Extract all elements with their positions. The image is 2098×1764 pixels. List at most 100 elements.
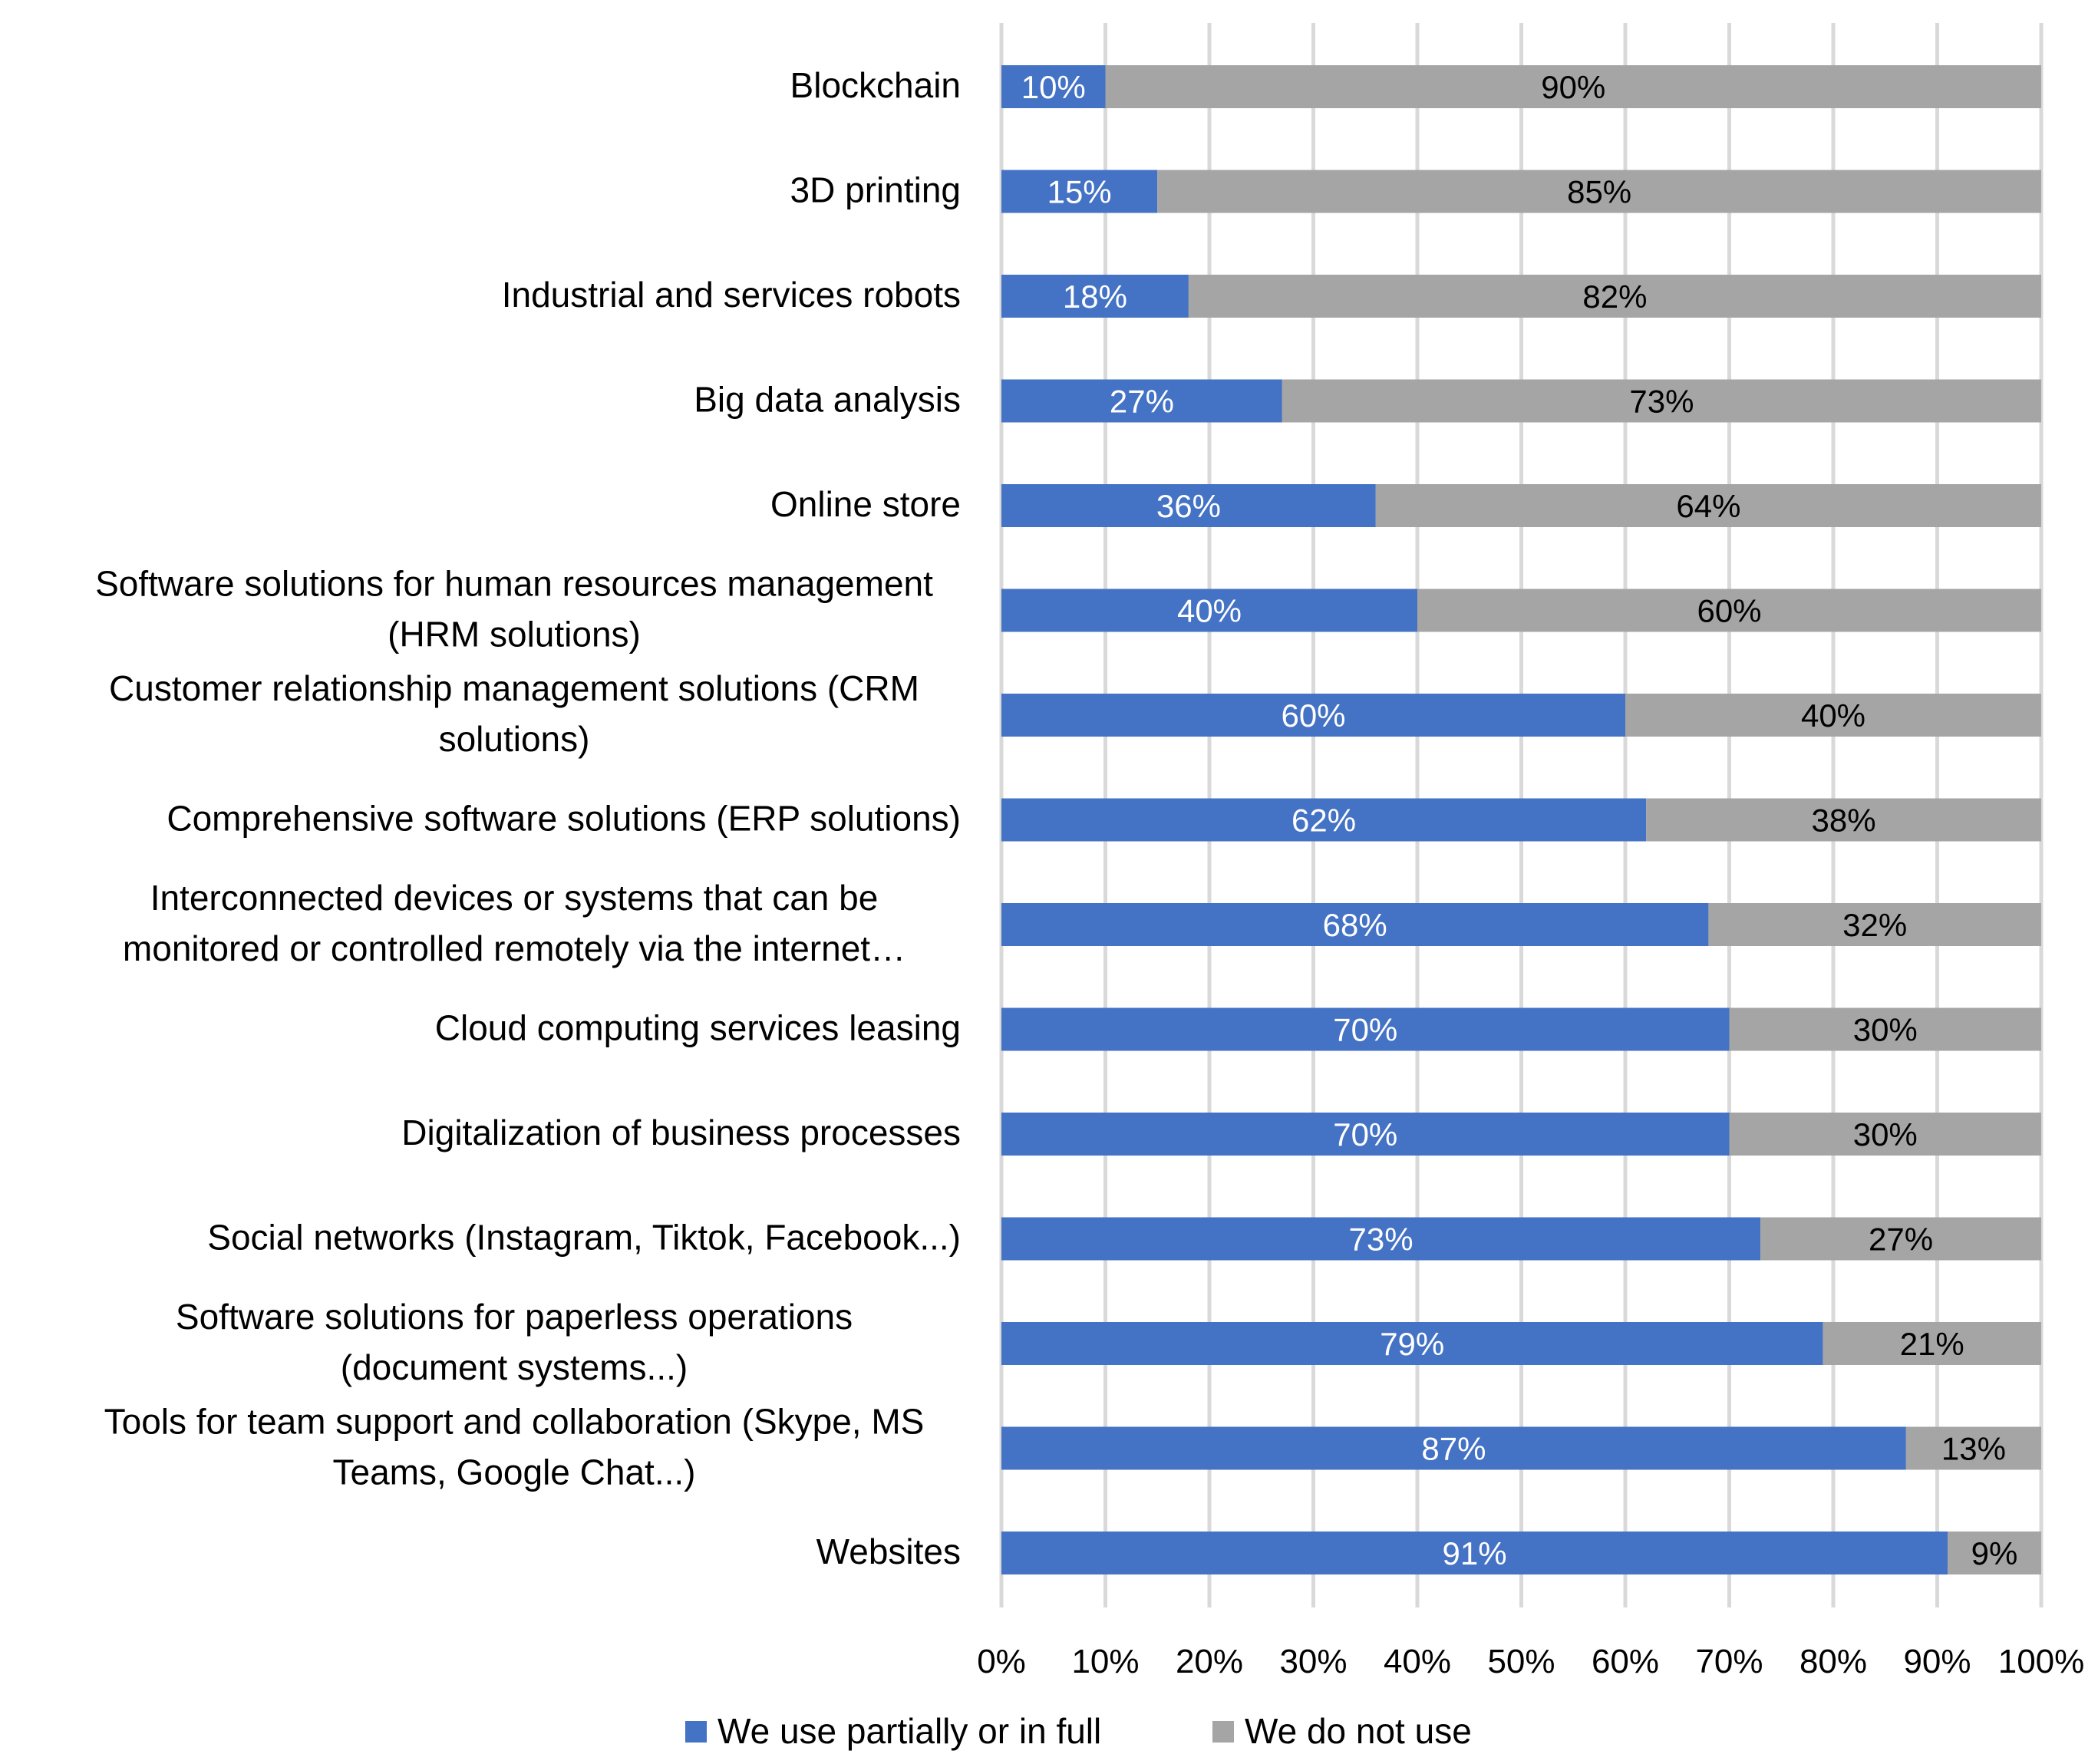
bar-used bbox=[1001, 1113, 1730, 1156]
bar-used bbox=[1001, 65, 1106, 108]
x-tick-label: 80% bbox=[1799, 1643, 1867, 1680]
data-label-used: 60% bbox=[1281, 697, 1345, 734]
bar-used bbox=[1001, 589, 1417, 632]
category-label: Blockchain bbox=[790, 65, 961, 105]
data-label-used: 79% bbox=[1380, 1326, 1444, 1362]
bar-used bbox=[1001, 1532, 1948, 1574]
bar-used bbox=[1001, 170, 1158, 213]
bar-not-used bbox=[1188, 275, 2041, 318]
category-label: Big data analysis bbox=[694, 380, 961, 420]
category-label: (document systems...) bbox=[341, 1347, 688, 1387]
legend-swatch-used bbox=[685, 1721, 707, 1743]
category-labels: Blockchain 3D printing Industrial and serv… bbox=[95, 65, 961, 1571]
category-label: Tools for team support and collaboration… bbox=[104, 1402, 925, 1442]
x-tick-label: 90% bbox=[1903, 1643, 1971, 1680]
bar-used bbox=[1001, 1007, 1730, 1051]
data-label-not-used: 30% bbox=[1853, 1012, 1918, 1048]
category-label: Comprehensive software solutions (ERP so… bbox=[167, 799, 961, 839]
bar-used bbox=[1001, 1322, 1823, 1365]
bar-not-used bbox=[1905, 1426, 2041, 1470]
legend: We use partially or in full We do not use bbox=[685, 1711, 1472, 1751]
category-label: Interconnected devices or systems that c… bbox=[150, 878, 879, 918]
data-label-used: 62% bbox=[1291, 803, 1356, 839]
data-label-used: 27% bbox=[1110, 384, 1174, 420]
bar-not-used bbox=[1157, 170, 2041, 213]
data-label-not-used: 27% bbox=[1869, 1222, 1933, 1258]
x-axis-ticks: 0% 10% 20% 30% 40% 50% 60% 70% 80% 90% 100% bbox=[977, 1643, 2084, 1680]
x-tick-label: 60% bbox=[1592, 1643, 1659, 1680]
bar-used bbox=[1001, 798, 1647, 842]
bar-used bbox=[1001, 694, 1625, 737]
category-label: (HRM solutions) bbox=[388, 615, 641, 654]
data-label-used: 70% bbox=[1333, 1012, 1397, 1048]
bar-not-used bbox=[1760, 1217, 2041, 1261]
data-label-not-used: 90% bbox=[1541, 69, 1605, 105]
x-tick-label: 10% bbox=[1071, 1643, 1139, 1680]
bar-used bbox=[1001, 275, 1189, 318]
bar-not-used bbox=[1646, 798, 2041, 842]
data-label-not-used: 9% bbox=[1971, 1535, 2018, 1571]
legend-label-used: We use partially or in full bbox=[717, 1711, 1101, 1751]
data-label-used: 10% bbox=[1021, 69, 1086, 105]
bar-used bbox=[1001, 1426, 1906, 1470]
bar-not-used bbox=[1948, 1532, 2041, 1574]
bar-not-used bbox=[1708, 903, 2041, 946]
data-label-not-used: 32% bbox=[1842, 907, 1907, 943]
bar-not-used bbox=[1729, 1113, 2041, 1156]
data-label-not-used: 13% bbox=[1941, 1431, 2006, 1467]
bar-series: 10% 90% 15% 85% 18% 82% 27% 73% 36% 64% 40% 60% 60% 4… bbox=[1001, 65, 2041, 1574]
category-label: Software solutions for paperless operati… bbox=[176, 1297, 853, 1337]
data-label-used: 68% bbox=[1323, 907, 1387, 943]
data-label-used: 36% bbox=[1156, 488, 1221, 524]
data-label-used: 18% bbox=[1063, 279, 1127, 315]
data-label-used: 70% bbox=[1333, 1116, 1397, 1152]
x-tick-label: 50% bbox=[1487, 1643, 1555, 1680]
bar-not-used bbox=[1823, 1322, 2041, 1365]
x-tick-label: 70% bbox=[1695, 1643, 1763, 1680]
x-tick-label: 0% bbox=[977, 1643, 1026, 1680]
bar-not-used bbox=[1625, 694, 2041, 737]
data-label-not-used: 38% bbox=[1812, 803, 1876, 839]
legend-swatch-not-used bbox=[1212, 1721, 1234, 1743]
category-label: Software solutions for human resources m… bbox=[95, 564, 933, 604]
data-label-not-used: 64% bbox=[1676, 488, 1740, 524]
legend-label-not-used: We do not use bbox=[1245, 1711, 1472, 1751]
bar-used bbox=[1001, 484, 1376, 527]
category-label: monitored or controlled remotely via the… bbox=[123, 928, 906, 968]
bar-not-used bbox=[1375, 484, 2041, 527]
category-label: Digitalization of business processes bbox=[401, 1113, 961, 1152]
x-tick-label: 30% bbox=[1279, 1643, 1347, 1680]
category-label: Customer relationship management solutio… bbox=[109, 668, 919, 708]
data-label-not-used: 85% bbox=[1567, 174, 1631, 210]
data-label-not-used: 30% bbox=[1853, 1116, 1918, 1152]
data-label-not-used: 60% bbox=[1697, 593, 1761, 629]
bar-used bbox=[1001, 1217, 1761, 1261]
data-label-not-used: 40% bbox=[1801, 697, 1865, 734]
category-label: Teams, Google Chat...) bbox=[333, 1452, 696, 1492]
bar-not-used bbox=[1282, 379, 2041, 423]
category-label: solutions) bbox=[439, 719, 590, 759]
data-label-used: 73% bbox=[1349, 1222, 1414, 1258]
x-tick-label: 100% bbox=[1998, 1643, 2085, 1680]
x-tick-label: 40% bbox=[1384, 1643, 1451, 1680]
category-label: 3D printing bbox=[790, 170, 961, 210]
x-tick-label: 20% bbox=[1176, 1643, 1243, 1680]
data-label-not-used: 21% bbox=[1900, 1326, 1964, 1362]
bar-used bbox=[1001, 903, 1709, 946]
category-label: Industrial and services robots bbox=[502, 275, 961, 315]
data-label-not-used: 73% bbox=[1629, 384, 1694, 420]
data-label-used: 15% bbox=[1047, 174, 1112, 210]
category-label: Social networks (Instagram, Tiktok, Face… bbox=[207, 1218, 961, 1258]
bar-used bbox=[1001, 379, 1282, 423]
category-label: Cloud computing services leasing bbox=[435, 1008, 961, 1048]
bar-not-used bbox=[1729, 1007, 2041, 1051]
category-label: Online store bbox=[770, 484, 961, 524]
bar-not-used bbox=[1105, 65, 2041, 108]
data-label-not-used: 82% bbox=[1582, 279, 1647, 315]
data-label-used: 91% bbox=[1442, 1535, 1506, 1571]
category-label: Websites bbox=[816, 1532, 961, 1571]
data-label-used: 87% bbox=[1421, 1431, 1486, 1467]
bar-not-used bbox=[1417, 589, 2041, 632]
data-label-used: 40% bbox=[1177, 593, 1242, 629]
